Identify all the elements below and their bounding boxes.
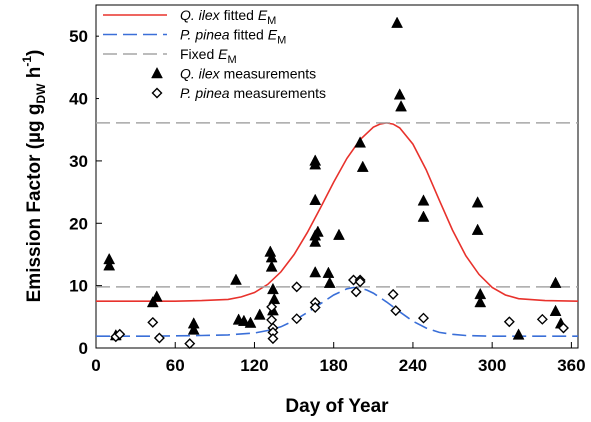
p-pinea-point xyxy=(267,333,279,345)
q-ilex-point xyxy=(309,266,322,278)
legend: Q. ilex fitted EMP. pinea fitted EMFixed… xyxy=(99,6,349,121)
x-tick-label: 120 xyxy=(240,356,268,375)
y-axis-title: Emission Factor (µg gDW h-1) xyxy=(20,50,48,303)
q-ilex-point xyxy=(333,228,345,240)
q-ilex-point xyxy=(230,273,242,285)
y-tick-label: 30 xyxy=(69,152,88,171)
q-ilex-point xyxy=(391,16,403,28)
series-layer xyxy=(96,16,579,350)
x-axis-title: Day of Year xyxy=(285,396,389,417)
y-tick-label: 10 xyxy=(69,277,88,296)
q-ilex-point xyxy=(146,295,159,308)
q-ilex-point xyxy=(471,196,484,208)
p-pinea-point xyxy=(153,332,165,344)
p-pinea-point xyxy=(418,312,429,324)
y-tick-label: 40 xyxy=(69,90,88,109)
q-ilex-point xyxy=(311,225,324,237)
q-ilex-point xyxy=(103,259,116,271)
q-ilex-point xyxy=(417,194,430,206)
q-ilex-point xyxy=(512,328,525,340)
x-tick-label: 300 xyxy=(478,356,506,375)
x-tick-label: 360 xyxy=(557,356,585,375)
q-ilex-point xyxy=(395,100,407,112)
q-ilex-point xyxy=(253,308,266,320)
p-pinea-point xyxy=(390,305,402,317)
p-pinea-point xyxy=(291,313,303,325)
q-ilex-point xyxy=(244,316,257,328)
legend-label: Fixed EM xyxy=(180,46,237,66)
y-tick-label: 0 xyxy=(79,339,88,358)
x-tick-label: 60 xyxy=(166,356,185,375)
q-ilex-point xyxy=(356,160,369,172)
q-ilex-point xyxy=(323,276,336,288)
p-pinea-point xyxy=(503,316,515,328)
q-ilex-point xyxy=(187,323,200,335)
q-ilex-point xyxy=(150,290,163,302)
q-ilex-point xyxy=(309,235,322,247)
p-pinea-point xyxy=(291,281,303,293)
p-pinea-point xyxy=(536,313,548,325)
legend-swatch xyxy=(151,87,163,99)
p-pinea-point xyxy=(354,276,366,288)
p-pinea-point xyxy=(266,301,278,313)
p-pinea-point xyxy=(309,301,321,313)
q-ilex-point xyxy=(265,260,278,272)
q-ilex-point xyxy=(549,304,562,316)
y-tick-label: 50 xyxy=(69,27,88,46)
p-pinea-point xyxy=(114,328,126,340)
p-pinea-point xyxy=(387,288,399,300)
x-tick-label: 0 xyxy=(91,356,100,375)
series-line xyxy=(96,122,579,302)
legend-swatch xyxy=(151,66,163,79)
y-tick-label: 20 xyxy=(69,214,88,233)
legend-label: Q. ilex fitted EM xyxy=(180,7,276,27)
q-ilex-point xyxy=(267,282,279,295)
p-pinea-point xyxy=(557,322,569,334)
x-tick-label: 180 xyxy=(320,356,348,375)
p-pinea-point xyxy=(350,286,362,298)
legend-label: P. pinea fitted EM xyxy=(180,27,286,47)
q-ilex-point xyxy=(309,158,322,170)
q-ilex-point xyxy=(268,292,281,305)
q-ilex-point xyxy=(237,314,250,326)
p-pinea-point xyxy=(184,338,196,350)
q-ilex-point xyxy=(471,223,484,235)
legend-background xyxy=(99,6,349,121)
legend-label: P. pinea measurements xyxy=(180,85,326,101)
p-pinea-point xyxy=(147,316,159,328)
q-ilex-point xyxy=(417,210,430,222)
q-ilex-point xyxy=(354,136,367,148)
q-ilex-point xyxy=(309,193,322,205)
q-ilex-point xyxy=(549,276,562,288)
legend-label: Q. ilex measurements xyxy=(180,66,316,82)
q-ilex-point xyxy=(322,266,335,278)
x-tick-label: 240 xyxy=(399,356,427,375)
q-ilex-point xyxy=(393,88,406,100)
q-ilex-point xyxy=(474,295,487,308)
axes-layer: 0 60 120 180 240 300 360 0 10 20 30 40 50 xyxy=(69,27,586,375)
